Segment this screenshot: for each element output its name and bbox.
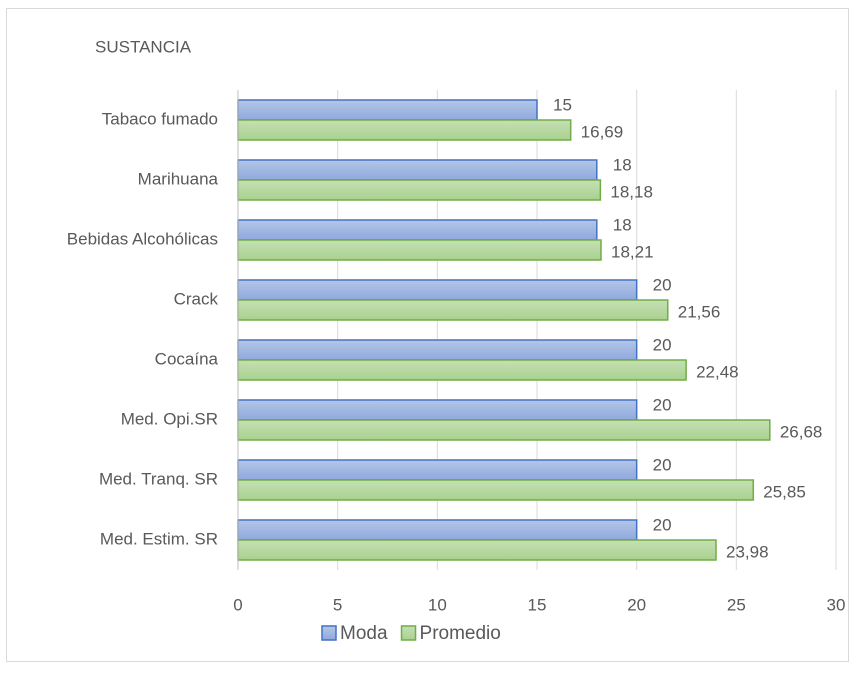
bar: [237, 399, 638, 421]
x-tick-label: 20: [627, 595, 646, 614]
chart-title: SUSTANCIA: [95, 37, 192, 56]
bar: [237, 459, 638, 481]
x-tick-label: 5: [333, 595, 342, 614]
y-tick-label: Med. Opi.SR: [121, 409, 218, 428]
bar: [237, 419, 771, 441]
bar: [237, 539, 717, 561]
bar: [237, 119, 572, 141]
legend-swatch: [400, 625, 417, 641]
x-tick-label: 10: [428, 595, 447, 614]
bar: [237, 159, 598, 181]
legend-label: Moda: [340, 623, 388, 644]
data-label: 20: [653, 335, 672, 354]
x-tick-label: 25: [727, 595, 746, 614]
x-tick-label: 15: [528, 595, 547, 614]
data-label: 21,56: [678, 302, 721, 321]
y-tick-label: Med. Estim. SR: [100, 529, 218, 548]
data-label: 18: [613, 155, 632, 174]
data-label: 20: [653, 515, 672, 534]
x-tick-label: 30: [827, 595, 846, 614]
y-tick-label: Tabaco fumado: [102, 109, 218, 128]
bar: [237, 219, 598, 241]
data-label: 18,18: [610, 182, 653, 201]
y-tick-label: Med. Tranq. SR: [99, 469, 218, 488]
bar: [237, 479, 755, 501]
y-tick-label: Marihuana: [138, 169, 219, 188]
y-tick-label: Cocaína: [155, 349, 219, 368]
data-label: 20: [653, 395, 672, 414]
bar: [237, 339, 638, 361]
data-label: 16,69: [581, 122, 624, 141]
y-tick-label: Bebidas Alcohólicas: [67, 229, 218, 248]
x-tick-label: 0: [233, 595, 242, 614]
bar: [237, 179, 602, 201]
data-label: 20: [653, 455, 672, 474]
bar: [237, 99, 538, 121]
data-label: 23,98: [726, 542, 769, 561]
data-label: 22,48: [696, 362, 739, 381]
bar: [237, 279, 638, 301]
data-label: 15: [553, 95, 572, 114]
data-label: 18: [613, 215, 632, 234]
y-tick-label: Crack: [174, 289, 219, 308]
bar: [237, 239, 602, 261]
bar: [237, 359, 687, 381]
data-label: 26,68: [780, 422, 823, 441]
bar: [237, 519, 638, 541]
data-label: 25,85: [763, 482, 806, 501]
legend-label: Promedio: [420, 623, 501, 644]
data-label: 18,21: [611, 242, 654, 261]
bar: [237, 299, 669, 321]
legend-swatch: [321, 625, 337, 641]
data-label: 20: [653, 275, 672, 294]
